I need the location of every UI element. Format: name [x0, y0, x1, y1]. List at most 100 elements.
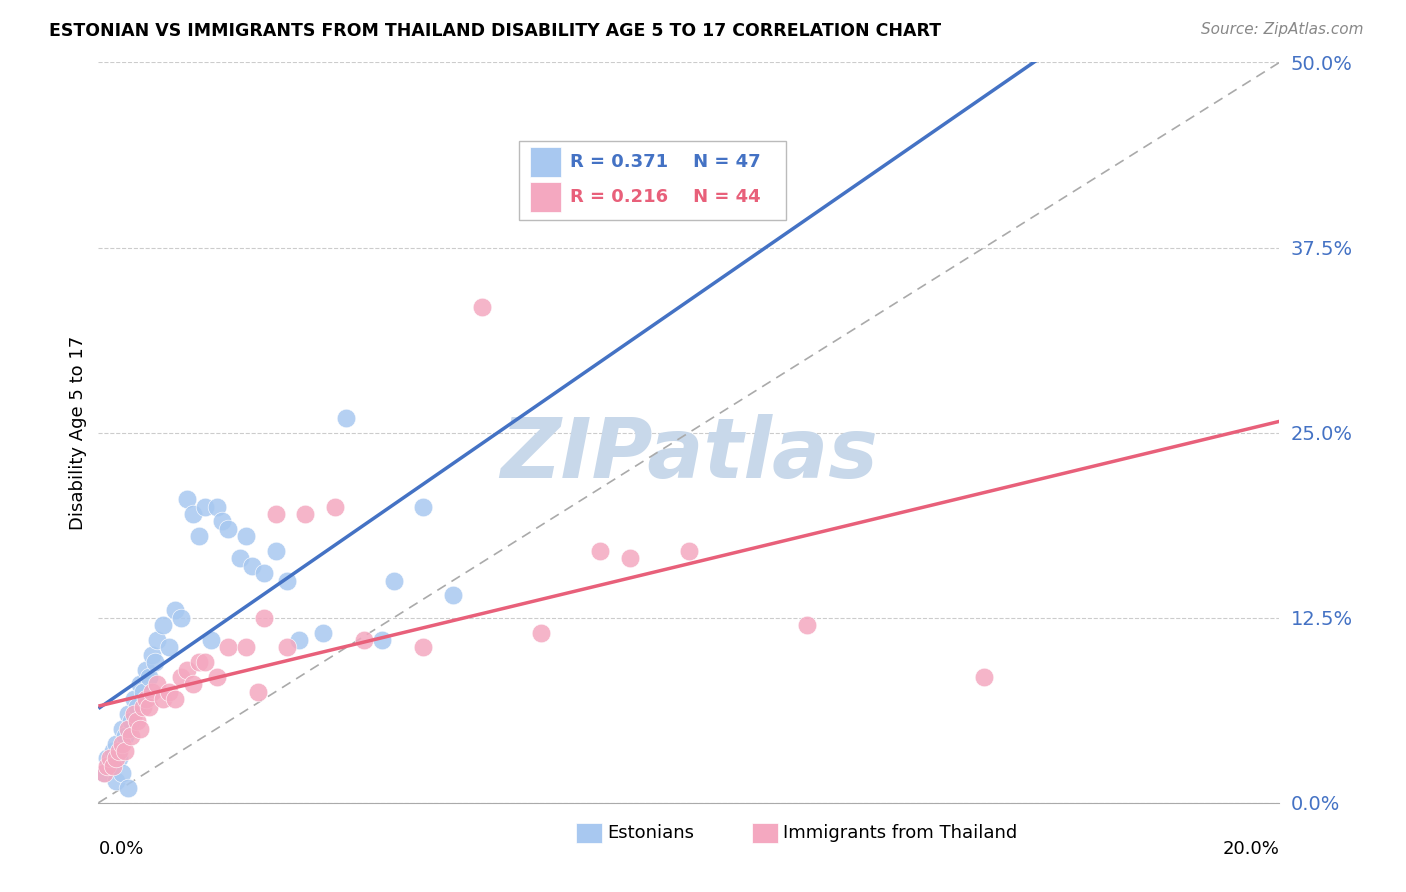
Point — [111, 737, 134, 751]
Point — [181, 507, 204, 521]
Y-axis label: Disability Age 5 to 17: Disability Age 5 to 17 — [69, 335, 87, 530]
Point — [246, 685, 269, 699]
Text: 0.0%: 0.0% — [98, 840, 143, 858]
Point — [141, 648, 163, 662]
Point — [323, 500, 346, 514]
Point — [217, 522, 239, 536]
Point — [157, 685, 180, 699]
Point — [471, 300, 494, 314]
Point — [678, 544, 700, 558]
Text: R = 0.371    N = 47: R = 0.371 N = 47 — [569, 153, 761, 171]
Point — [276, 574, 298, 588]
Text: Source: ZipAtlas.com: Source: ZipAtlas.com — [1201, 22, 1364, 37]
Point — [187, 529, 209, 543]
Point — [122, 706, 145, 721]
Point — [240, 558, 263, 573]
Text: Immigrants from Thailand: Immigrants from Thailand — [783, 824, 1018, 842]
Point — [253, 566, 276, 581]
Point — [138, 670, 160, 684]
Text: 20.0%: 20.0% — [1223, 840, 1279, 858]
Point — [264, 507, 287, 521]
Point — [146, 677, 169, 691]
Point — [229, 551, 252, 566]
Point — [217, 640, 239, 655]
Point — [205, 670, 228, 684]
Point — [96, 758, 118, 772]
Point — [152, 692, 174, 706]
Point — [288, 632, 311, 647]
Point — [412, 500, 434, 514]
Point — [170, 610, 193, 624]
Point — [194, 655, 217, 669]
Point — [138, 699, 160, 714]
Point — [371, 632, 394, 647]
Point — [312, 625, 335, 640]
Point — [353, 632, 375, 647]
Point — [141, 685, 163, 699]
Text: ZIPatlas: ZIPatlas — [501, 414, 877, 495]
Point — [114, 744, 136, 758]
Point — [264, 544, 287, 558]
Point — [235, 640, 257, 655]
Point — [152, 618, 174, 632]
Point — [165, 603, 187, 617]
Point — [93, 766, 115, 780]
Point — [796, 618, 818, 632]
Point — [619, 551, 641, 566]
Point — [146, 632, 169, 647]
Text: Estonians: Estonians — [607, 824, 695, 842]
Point — [96, 751, 118, 765]
Point — [128, 677, 150, 691]
Point — [105, 751, 128, 765]
Point — [205, 500, 228, 514]
Point — [128, 722, 150, 736]
Point — [120, 714, 142, 729]
Point — [176, 663, 198, 677]
Point — [108, 751, 131, 765]
Point — [412, 640, 434, 655]
Point — [530, 625, 553, 640]
Point — [98, 751, 121, 765]
Point — [105, 773, 128, 788]
Point — [105, 737, 128, 751]
Point — [335, 410, 357, 425]
Point — [125, 714, 148, 729]
Point — [187, 655, 209, 669]
Text: ESTONIAN VS IMMIGRANTS FROM THAILAND DISABILITY AGE 5 TO 17 CORRELATION CHART: ESTONIAN VS IMMIGRANTS FROM THAILAND DIS… — [49, 22, 942, 40]
Point — [235, 529, 257, 543]
Point — [276, 640, 298, 655]
Text: R = 0.216    N = 44: R = 0.216 N = 44 — [569, 188, 761, 206]
Point — [103, 758, 125, 772]
Point — [135, 663, 157, 677]
Point — [108, 744, 131, 758]
Point — [165, 692, 187, 706]
Point — [181, 677, 204, 691]
Point — [132, 685, 155, 699]
Point — [253, 610, 276, 624]
Point — [170, 670, 193, 684]
Point — [589, 544, 612, 558]
Point — [114, 729, 136, 743]
Point — [120, 729, 142, 743]
Point — [117, 780, 139, 795]
Point — [211, 515, 233, 529]
Point — [117, 722, 139, 736]
Point — [194, 500, 217, 514]
Point — [98, 758, 121, 772]
Point — [382, 574, 405, 588]
Point — [93, 766, 115, 780]
Point — [441, 589, 464, 603]
Point — [294, 507, 316, 521]
Point — [973, 670, 995, 684]
Point — [111, 766, 134, 780]
Point — [103, 744, 125, 758]
Point — [200, 632, 222, 647]
Point — [117, 706, 139, 721]
Point — [125, 699, 148, 714]
Point — [132, 699, 155, 714]
Point — [143, 655, 166, 669]
Point — [111, 722, 134, 736]
Point — [157, 640, 180, 655]
Point — [176, 492, 198, 507]
Point — [135, 692, 157, 706]
